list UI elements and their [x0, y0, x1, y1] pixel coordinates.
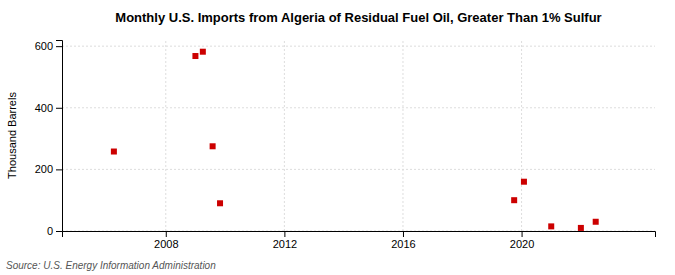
y-tick-mark — [56, 231, 62, 232]
y-tick-label: 400 — [35, 102, 53, 114]
point — [548, 223, 554, 229]
grid-line-x — [165, 40, 166, 231]
point — [192, 53, 198, 59]
x-tick-label: 2016 — [391, 238, 415, 250]
y-tick-mark — [56, 108, 62, 109]
grid — [62, 40, 655, 231]
point — [593, 219, 599, 225]
x-tick: 2020 — [510, 231, 534, 250]
y-axis: 0 200 400 600 — [35, 40, 63, 237]
y-tick-mark — [56, 169, 62, 170]
x-tick: 2016 — [391, 231, 415, 250]
x-tick-label: 2012 — [273, 238, 297, 250]
x-tick: 2012 — [273, 231, 297, 250]
point — [111, 149, 117, 155]
points — [111, 49, 599, 231]
grid-line-y — [62, 107, 655, 108]
y-tick-label: 0 — [47, 225, 53, 237]
point — [217, 200, 223, 206]
y-tick: 600 — [35, 40, 62, 52]
title: Monthly U.S. Imports from Algeria of Res… — [115, 10, 601, 25]
source-note: Source: U.S. Energy Information Administ… — [6, 260, 216, 271]
y-tick: 400 — [35, 102, 62, 114]
point — [200, 49, 206, 55]
point — [578, 225, 584, 231]
x-axis: 2008 2012 2016 2020 — [63, 231, 656, 250]
point — [521, 179, 527, 185]
x-tick-mark — [284, 231, 285, 237]
point — [210, 143, 216, 149]
y-tick: 200 — [35, 163, 62, 175]
grid-line-x — [402, 40, 403, 231]
grid-line-y — [62, 169, 655, 170]
grid-line-y — [62, 46, 655, 47]
point — [511, 197, 517, 203]
x-tick-mark — [403, 231, 404, 237]
grid-line-x — [521, 40, 522, 231]
y-tick-label: 200 — [35, 163, 53, 175]
y-tick-mark — [56, 46, 62, 47]
x-tick: 2008 — [154, 231, 178, 250]
x-tick-mark — [522, 231, 523, 237]
x-tick-label: 2020 — [510, 238, 534, 250]
x-tick-label: 2008 — [154, 238, 178, 250]
grid-line-x — [284, 40, 285, 231]
y-tick-label: 600 — [35, 40, 53, 52]
y-axis-line — [56, 41, 63, 232]
chart: 2008 2012 2016 2020 0 200 400 600 Monthly U.S. I… — [0, 0, 675, 275]
y-axis-label: Thousand Barrels — [6, 92, 18, 179]
x-axis-line — [63, 232, 656, 238]
y-tick: 0 — [47, 225, 62, 237]
x-tick-mark — [166, 231, 167, 237]
